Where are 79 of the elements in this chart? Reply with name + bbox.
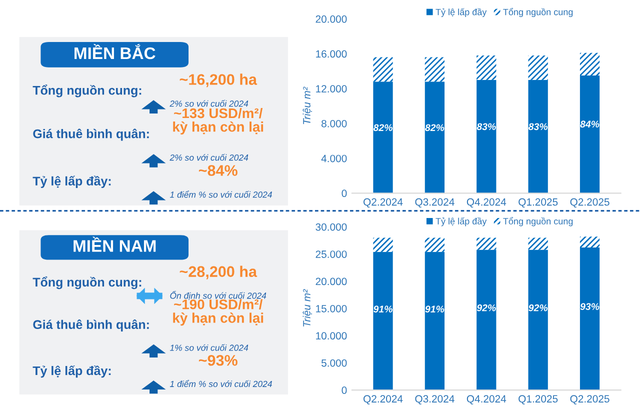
- annotation: 91%: [425, 306, 444, 313]
- y-tick-label: 16.000: [316, 50, 347, 58]
- annotation: 83%: [528, 123, 548, 130]
- x-tick-label: Q2.2024: [364, 198, 403, 208]
- text: 1 điểm % so với cuối 2024: [170, 380, 272, 388]
- bar: [476, 80, 496, 194]
- text: 2% so với cuối 2024: [170, 154, 248, 161]
- y-tick-label: 4.000: [321, 154, 347, 162]
- bar: [476, 238, 496, 250]
- text: ~93%: [198, 354, 238, 366]
- x-tick-label: Q3.2024: [415, 395, 454, 404]
- text: 1 điểm % so với cuối 2024: [170, 190, 272, 198]
- bar: [424, 238, 445, 252]
- y-tick-label: 0: [342, 190, 347, 198]
- text: MIỀN BẮC: [74, 44, 156, 60]
- y-tick-label: 30.000: [316, 223, 347, 231]
- annotation: 92%: [528, 304, 548, 312]
- bar: [373, 82, 393, 194]
- x-tick-label: Q4.2024: [466, 395, 506, 404]
- legend-label: Tổng nguồn cung: [503, 217, 573, 226]
- text: MIỀN NAM: [74, 236, 156, 252]
- x-tick-label: Q2.2025: [570, 395, 610, 404]
- y-axis-title: Triệu m²: [302, 86, 312, 124]
- text: ~84%: [198, 165, 238, 176]
- text: 1% so với cuối 2024: [170, 344, 248, 351]
- bar: [373, 252, 393, 390]
- y-tick-label: 15.000: [316, 304, 347, 312]
- bar: [580, 76, 600, 194]
- y-tick-label: 20.000: [316, 15, 347, 23]
- y-tick-label: 10.000: [316, 332, 347, 340]
- legend-label: Tỷ lệ lấp đầy: [436, 217, 487, 226]
- annotation: 83%: [476, 123, 496, 130]
- bar: [580, 236, 600, 248]
- bar: [528, 80, 548, 194]
- annotation: 92%: [476, 304, 496, 312]
- annotation: 82%: [425, 124, 444, 132]
- text: Tổng nguồn cung:: [32, 276, 142, 290]
- x-tick-label: Q2.2024: [364, 395, 403, 404]
- annotation: 93%: [580, 303, 600, 310]
- text: ~133 USD/m²/ kỳ hạn còn lại: [173, 108, 264, 135]
- y-tick-label: 0: [342, 386, 347, 394]
- text: Tỷ lệ lấp đầy:: [32, 365, 111, 378]
- bar: [580, 248, 600, 390]
- text: Giá thuê bình quân:: [33, 320, 149, 332]
- bar: [373, 57, 393, 82]
- text: Ổn định so với cuối 2024: [170, 290, 266, 300]
- text: ~28,200 ha: [180, 266, 258, 280]
- y-axis-title: Triệu m²: [302, 289, 312, 327]
- text: Tổng nguồn cung:: [32, 84, 142, 98]
- y-tick-label: 5.000: [321, 359, 347, 367]
- bar: [528, 250, 548, 390]
- y-tick-label: 25.000: [316, 250, 347, 258]
- bar: [580, 52, 600, 76]
- x-tick-label: Q3.2024: [415, 198, 454, 208]
- bar: [373, 238, 393, 252]
- bar: [424, 252, 445, 390]
- annotation: 84%: [580, 120, 600, 128]
- text: Tỷ lệ lấp đầy:: [32, 176, 111, 188]
- text: ~190 USD/m²/ kỳ hạn còn lại: [173, 299, 264, 326]
- text: ~16,200 ha: [180, 74, 258, 88]
- text: 2% so với cuối 2024: [170, 100, 248, 107]
- y-tick-label: 8.000: [322, 120, 347, 128]
- bar: [528, 238, 548, 250]
- legend-label: Tỷ lệ lấp đầy: [436, 8, 487, 18]
- x-tick-label: Q1.2025: [518, 395, 558, 404]
- x-tick-label: Q4.2024: [466, 198, 506, 208]
- bar: [528, 56, 548, 80]
- y-tick-label: 12.000: [316, 85, 347, 92]
- x-tick-label: Q2.2025: [570, 198, 610, 208]
- legend-label: Tổng nguồn cung: [503, 8, 573, 18]
- text: Giá thuê bình quân:: [33, 128, 149, 141]
- bar: [424, 82, 445, 194]
- bar: [476, 56, 496, 80]
- bar: [424, 57, 445, 82]
- annotation: 91%: [374, 306, 392, 313]
- bar: [476, 250, 496, 390]
- annotation: 82%: [373, 124, 392, 132]
- y-tick-label: 20.000: [316, 278, 347, 286]
- x-tick-label: Q1.2025: [518, 198, 558, 208]
